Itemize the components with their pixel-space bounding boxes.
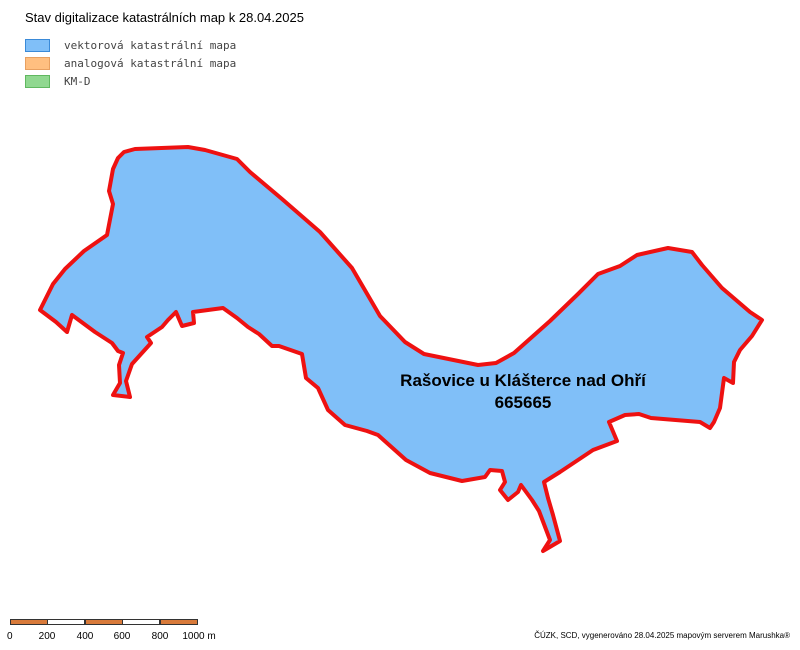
scale-tick-label: 400 <box>76 631 94 642</box>
scale-segment <box>85 619 123 625</box>
scale-tick-label: 1000 m <box>182 631 216 642</box>
cadastral-area-name: Rašovice u Klášterce nad Ohří <box>400 371 647 390</box>
legend-item-analog: analogová katastrální mapa <box>25 54 236 72</box>
legend: vektorová katastrální mapa analogová kat… <box>25 36 236 90</box>
scale-segment <box>10 619 48 625</box>
legend-label-analog: analogová katastrální mapa <box>64 56 237 70</box>
legend-swatch-kmd <box>25 74 50 88</box>
scale-tick-label: 800 <box>151 631 169 642</box>
scale-tick-label: 0 <box>7 631 13 642</box>
map-credits: ČÚZK, SCD, vygenerováno 28.04.2025 mapov… <box>534 631 790 640</box>
legend-item-kmd: KM-D <box>25 72 236 90</box>
map-title: Stav digitalizace katastrálních map k 28… <box>25 10 304 25</box>
scale-tick-label: 200 <box>38 631 56 642</box>
cadastral-area-polygon[interactable] <box>38 145 764 553</box>
scale-segment <box>122 619 160 625</box>
legend-swatch-analog <box>25 56 50 70</box>
legend-label-vector: vektorová katastrální mapa <box>64 38 237 52</box>
legend-item-vector: vektorová katastrální mapa <box>25 36 236 54</box>
cadastral-area-code: 665665 <box>495 393 552 412</box>
scale-segment <box>47 619 85 625</box>
legend-label-kmd: KM-D <box>64 74 91 88</box>
scale-tick-label: 600 <box>113 631 131 642</box>
legend-swatch-vector <box>25 38 50 52</box>
scale-segment <box>160 619 198 625</box>
